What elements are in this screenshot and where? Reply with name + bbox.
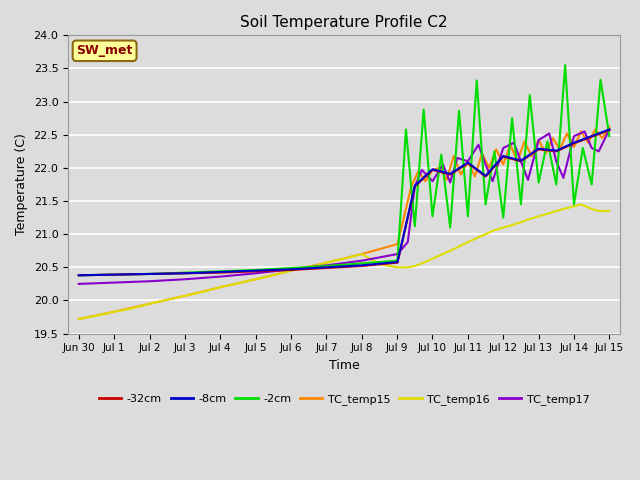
Text: SW_met: SW_met — [76, 44, 133, 57]
Y-axis label: Temperature (C): Temperature (C) — [15, 133, 28, 235]
Title: Soil Temperature Profile C2: Soil Temperature Profile C2 — [240, 15, 448, 30]
Legend: -32cm, -8cm, -2cm, TC_temp15, TC_temp16, TC_temp17: -32cm, -8cm, -2cm, TC_temp15, TC_temp16,… — [94, 390, 594, 409]
X-axis label: Time: Time — [329, 359, 360, 372]
